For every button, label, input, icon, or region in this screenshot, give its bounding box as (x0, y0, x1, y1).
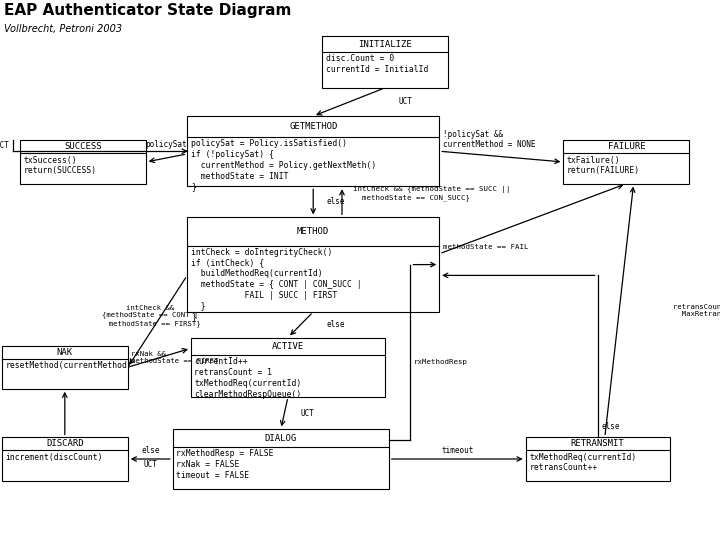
Text: GETMETHOD: GETMETHOD (289, 122, 338, 131)
Text: !policySat &&
currentMethod = NONE: !policySat && currentMethod = NONE (443, 130, 535, 149)
Text: intCheck &&
{methodState == CONT |
  methodState == FIRST}: intCheck && {methodState == CONT | metho… (100, 305, 201, 327)
Bar (173, 429, 389, 489)
Text: intCheck = doIntegrityCheck()
if (intCheck) {
  buildMethodReq(currentId)
  meth: intCheck = doIntegrityCheck() if (intChe… (191, 248, 361, 321)
Bar (563, 140, 690, 184)
Text: METHOD: METHOD (297, 227, 329, 236)
Bar (187, 217, 439, 312)
Text: rxMethodResp = FALSE
rxNak = FALSE
timeout = FALSE: rxMethodResp = FALSE rxNak = FALSE timeo… (176, 449, 274, 480)
Text: intCheck && {methodState == SUCC ||
  methodState == CON_SUCC}: intCheck && {methodState == SUCC || meth… (353, 186, 510, 201)
Text: increment(discCount): increment(discCount) (6, 453, 103, 462)
Text: txFailure()
return(FAILURE): txFailure() return(FAILURE) (567, 156, 640, 176)
Text: UCT: UCT (143, 460, 157, 469)
Bar (2, 346, 128, 389)
Bar (187, 116, 439, 186)
Bar (2, 437, 128, 481)
Text: timeout: timeout (441, 447, 473, 455)
Text: rxMethodResp: rxMethodResp (414, 359, 468, 365)
Text: else: else (601, 422, 620, 431)
Text: UCT: UCT (301, 409, 315, 417)
Text: rxNak &&
methodState == FIRST: rxNak && methodState == FIRST (132, 351, 219, 364)
Text: policySat = Policy.isSatisfied()
if (!policySat) {
  currentMethod = Policy.getN: policySat = Policy.isSatisfied() if (!po… (191, 139, 376, 191)
Text: SUCCESS: SUCCESS (64, 143, 102, 151)
Text: resetMethod(currentMethod): resetMethod(currentMethod) (6, 361, 132, 370)
Text: retransCount >
  MaxRetrans: retransCount > MaxRetrans (673, 304, 720, 317)
Text: txMethodReq(currentId)
retransCount++: txMethodReq(currentId) retransCount++ (529, 453, 636, 472)
Text: else: else (326, 197, 345, 206)
Text: else: else (141, 447, 160, 455)
Bar (20, 140, 145, 184)
Text: disc.Count = 0
currentId = InitialId: disc.Count = 0 currentId = InitialId (325, 54, 428, 74)
Text: currentId++
retransCount = 1
txMethodReq(currentId)
clearMethodRespQueue(): currentId++ retransCount = 1 txMethodReq… (194, 357, 302, 399)
Text: UCT: UCT (0, 141, 9, 150)
Bar (323, 37, 448, 87)
Text: RETRANSMIT: RETRANSMIT (571, 440, 624, 448)
Text: methodState == FAIL: methodState == FAIL (443, 244, 528, 250)
Text: else: else (326, 320, 345, 329)
Text: EAP Authenticator State Diagram: EAP Authenticator State Diagram (4, 3, 291, 18)
Text: DISCARD: DISCARD (46, 440, 84, 448)
Bar (191, 338, 385, 397)
Text: UCT: UCT (398, 97, 412, 106)
Text: Vollbrecht, Petroni 2003: Vollbrecht, Petroni 2003 (4, 24, 122, 35)
Text: txSuccess()
return(SUCCESS): txSuccess() return(SUCCESS) (24, 156, 96, 176)
Text: DIALOG: DIALOG (265, 434, 297, 443)
Text: INITIALIZE: INITIALIZE (359, 39, 412, 49)
Text: ACTIVE: ACTIVE (272, 342, 304, 351)
Bar (526, 437, 670, 481)
Text: FAILURE: FAILURE (608, 143, 645, 151)
Text: NAK: NAK (57, 348, 73, 356)
Text: policySat: policySat (145, 140, 187, 149)
